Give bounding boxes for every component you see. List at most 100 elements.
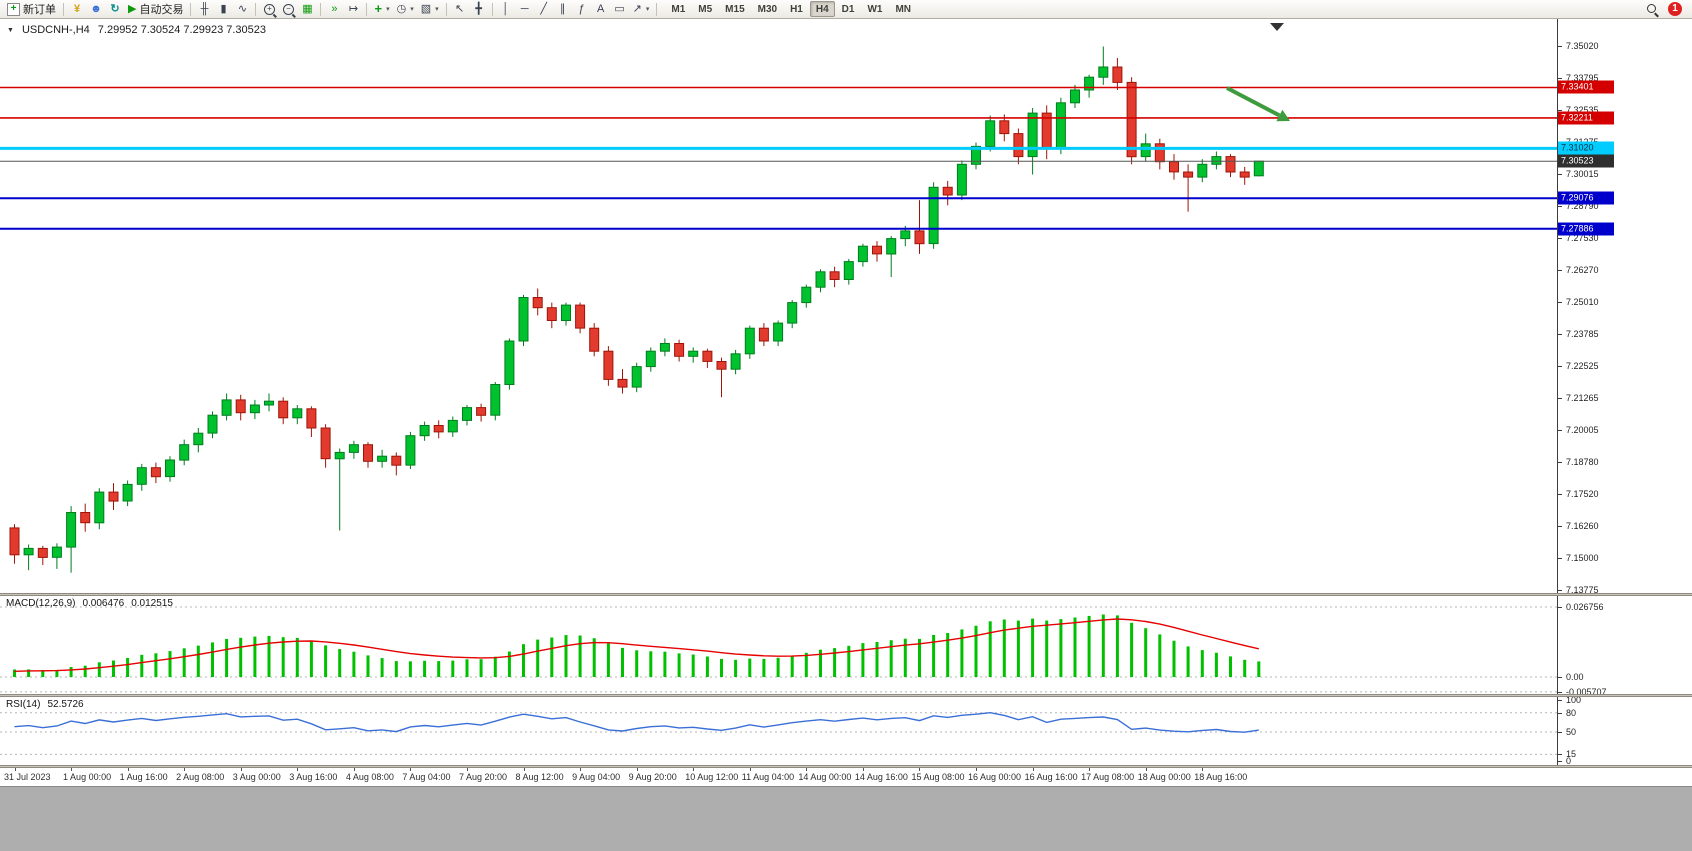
indicators-button[interactable]: + ▾	[371, 1, 392, 18]
autotrading-button[interactable]: ▶ 自动交易	[125, 1, 186, 18]
chart-shift-marker[interactable]	[1270, 23, 1284, 31]
candle-body	[306, 408, 317, 429]
periods-button[interactable]: ◷ ▾	[394, 1, 417, 18]
timeframe-button-h4[interactable]: H4	[809, 1, 835, 17]
notification-badge[interactable]: 1	[1668, 2, 1682, 16]
candle-body	[51, 546, 62, 558]
refresh-button[interactable]: ↻	[106, 1, 124, 18]
zoom-in-icon: +	[263, 3, 275, 15]
new-order-button[interactable]: + 新订单	[4, 1, 59, 18]
candle-body	[1169, 161, 1179, 173]
time-axis-label: 4 Aug 08:00	[345, 772, 394, 782]
candlestick-chart-button[interactable]: ▮	[214, 1, 232, 18]
time-axis-tick	[1089, 767, 1091, 771]
channel-button[interactable]: ∥	[554, 1, 572, 18]
price-level-tag: 7.31020	[1558, 141, 1614, 155]
time-axis-label: 11 Aug 04:00	[741, 772, 795, 782]
timeframe-button-m30[interactable]: M30	[752, 1, 783, 17]
auto-scroll-button[interactable]: »	[325, 1, 343, 18]
toolbar-separator	[445, 2, 447, 16]
zoom-out-button[interactable]: −	[279, 1, 297, 18]
candle-body	[589, 327, 600, 352]
chart-shift-button[interactable]: ↦	[344, 1, 362, 18]
time-axis-tick	[976, 767, 978, 771]
text-tool-button[interactable]: A	[592, 1, 610, 18]
axis-tick	[1558, 462, 1562, 463]
price-axis[interactable]: 7.350207.337957.325357.312757.300157.287…	[1557, 19, 1692, 767]
cursor-button[interactable]: ↖	[451, 1, 469, 18]
label-tool-button[interactable]: ▭	[611, 1, 629, 18]
price-axis-label: 7.13775	[1566, 585, 1599, 595]
candle-body	[165, 459, 175, 478]
axis-tick	[1558, 334, 1562, 335]
timeframe-button-m1[interactable]: M1	[665, 1, 691, 17]
macd-signal-value: 0.012515	[131, 598, 173, 609]
main-chart[interactable]	[0, 19, 1557, 593]
arrows-tool-button[interactable]: ↗ ▾	[630, 1, 653, 18]
timeframe-button-mn[interactable]: MN	[889, 1, 917, 17]
axis-tick	[1558, 691, 1562, 693]
timeframe-button-m15[interactable]: M15	[719, 1, 750, 17]
macd-name: MACD(12,26,9)	[6, 598, 76, 609]
rsi-axis-label: 0	[1566, 756, 1572, 766]
line-chart-button[interactable]: ∿	[233, 1, 251, 18]
candle-body	[900, 230, 911, 240]
candle-body	[462, 407, 472, 421]
time-axis-tick	[636, 767, 638, 771]
timeframe-group: M1 M5 M15 M30 H1 H4 D1 W1 MN	[665, 1, 917, 17]
macd-axis-label: -0.005707	[1566, 686, 1607, 697]
timeframe-button-d1[interactable]: D1	[836, 1, 861, 17]
price-level-tag: 7.29076	[1558, 191, 1614, 205]
panel-separator[interactable]	[0, 593, 1692, 596]
tile-windows-button[interactable]: ▦	[298, 1, 316, 18]
trendline-button[interactable]: ╱	[535, 1, 553, 18]
templates-button[interactable]: ▧ ▾	[418, 1, 442, 18]
time-axis-label: 1 Aug 16:00	[119, 772, 168, 782]
timeframe-button-h1[interactable]: H1	[784, 1, 809, 17]
axis-tick	[1558, 270, 1562, 271]
time-axis-tick	[523, 767, 525, 771]
fibonacci-button[interactable]: ƒ	[573, 1, 591, 18]
toolbar-separator	[366, 2, 368, 16]
panel-separator[interactable]	[0, 694, 1692, 697]
candle-body	[532, 297, 543, 309]
time-axis-label: 18 Aug 16:00	[1194, 772, 1248, 782]
time-axis-label: 16 Aug 00:00	[968, 772, 1022, 782]
macd-axis-label: 0.026756	[1566, 602, 1604, 612]
new-order-label: 新订单	[23, 4, 56, 16]
zoom-in-button[interactable]: +	[260, 1, 278, 18]
candle-body	[292, 408, 303, 419]
account-button[interactable]: ☻	[87, 1, 105, 18]
candle-body	[108, 491, 119, 502]
candle-body	[207, 414, 218, 434]
candle-body	[1112, 66, 1123, 83]
price-level-tag: 7.32211	[1558, 111, 1614, 125]
time-axis-tick	[580, 767, 582, 771]
candle-body	[1027, 112, 1038, 158]
vertical-line-button[interactable]: │	[497, 1, 515, 18]
macd-panel[interactable]	[0, 596, 1557, 694]
trend-arrow-annotation[interactable]	[1226, 86, 1281, 118]
rsi-axis-label: 15	[1566, 749, 1577, 760]
candle-body	[1126, 81, 1137, 158]
crosshair-button[interactable]: ╋	[470, 1, 488, 18]
horizontal-line-button[interactable]: ─	[516, 1, 534, 18]
new-order-icon: +	[7, 2, 20, 16]
candle-body	[80, 512, 91, 524]
axis-tick	[1558, 78, 1562, 79]
autotrading-label: 自动交易	[139, 4, 184, 16]
rsi-panel[interactable]	[0, 697, 1557, 765]
deposit-button[interactable]: ¥	[68, 1, 86, 18]
time-axis[interactable]: 31 Jul 2023 1 Aug 00:00 1 Aug 16:00 2 Aug 0…	[0, 767, 1692, 786]
time-axis-label: 7 Aug 20:00	[458, 772, 508, 782]
search-button[interactable]	[1643, 1, 1662, 18]
panel-separator[interactable]	[0, 765, 1692, 768]
timeframe-button-m5[interactable]: M5	[692, 1, 718, 17]
bar-chart-button[interactable]: ╫	[195, 1, 213, 18]
rsi-axis-label: 100	[1566, 695, 1582, 705]
one-click-trading-toggle[interactable]: ▼	[7, 26, 14, 34]
macd-label: MACD(12,26,9) 0.006476 0.012515	[6, 598, 173, 609]
candle-body	[815, 271, 826, 288]
axis-tick	[1558, 712, 1562, 714]
timeframe-button-w1[interactable]: W1	[861, 1, 888, 17]
